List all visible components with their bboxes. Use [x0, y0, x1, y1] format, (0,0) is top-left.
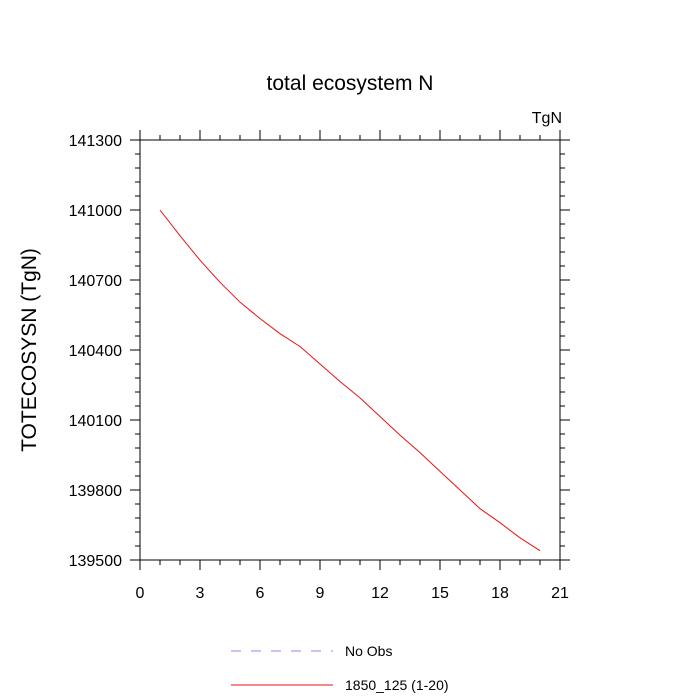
legend: No Obs 1850_125 (1-20) [231, 643, 449, 693]
x-tick-label: 0 [136, 585, 145, 602]
x-tick-label: 15 [431, 585, 449, 602]
y-tick-label: 140400 [69, 343, 122, 360]
y-tick-label: 140100 [69, 413, 122, 430]
y-tick-label: 139500 [69, 553, 122, 570]
x-tick-label: 9 [316, 585, 325, 602]
x-tick-label: 3 [196, 585, 205, 602]
y-tick-label: 141300 [69, 133, 122, 150]
x-tick-label: 18 [491, 585, 509, 602]
x-tick-label: 21 [551, 585, 569, 602]
y-tick-label: 139800 [69, 483, 122, 500]
x-tick-label: 12 [371, 585, 389, 602]
y-axis-label: TOTECOSYSN (TgN) [18, 248, 41, 452]
major-ticks [130, 130, 570, 570]
minor-ticks [135, 135, 565, 565]
x-tick-labels: 0 3 6 9 12 15 18 21 [136, 585, 569, 602]
x-tick-label: 6 [256, 585, 265, 602]
y-tick-label: 141000 [69, 203, 122, 220]
plot-frame [139, 139, 561, 561]
units-label: TgN [532, 110, 562, 127]
legend-label-1850-125: 1850_125 (1-20) [345, 677, 449, 693]
y-tick-labels: 139500 139800 140100 140400 140700 141000 1413… [69, 133, 122, 570]
y-tick-label: 140700 [69, 273, 122, 290]
legend-label-no-obs: No Obs [345, 643, 392, 659]
chart-title: total ecosystem N [267, 72, 434, 95]
series-line-1 [159, 209, 541, 552]
series-layer [159, 209, 541, 552]
